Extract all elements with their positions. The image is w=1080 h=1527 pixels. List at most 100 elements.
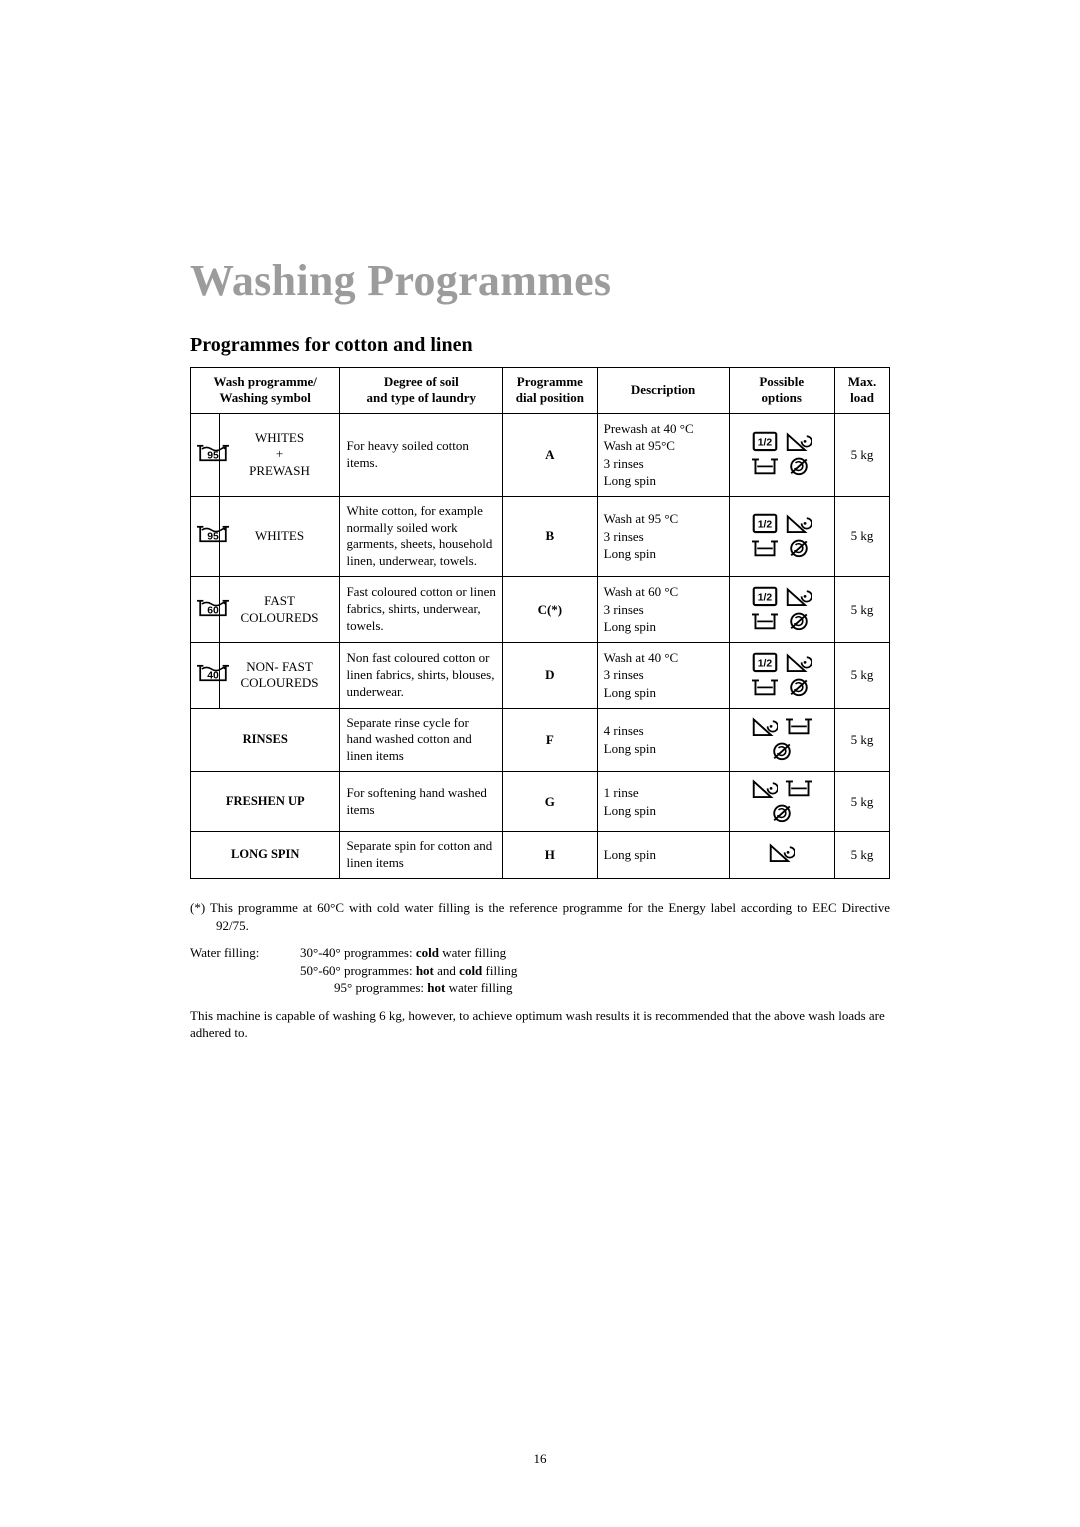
soil-cell: For softening hand washed items [340,772,503,832]
programme-name-cell: WHITES+PREWASH [219,413,340,496]
half-load-icon: 1/2 [752,513,778,535]
max-load-cell: 5 kg [835,496,890,577]
svg-text:95: 95 [207,532,219,543]
table-row: RINSESSeparate rinse cycle for hand wash… [191,708,890,772]
dial-position-cell: C(*) [503,577,598,643]
water-filling-block: Water filling: 30°-40° programmes: cold … [190,944,890,997]
programme-name-cell: FRESHEN UP [191,772,340,832]
th-soil: Degree of soiland type of laundry [340,368,503,414]
table-row: FRESHEN UPFor softening hand washed item… [191,772,890,832]
rinse-hold-icon [752,611,778,633]
no-spin-icon [786,677,812,699]
wash-symbol-icon: 95 [197,522,229,546]
capacity-note: This machine is capable of washing 6 kg,… [190,1007,890,1042]
svg-text:95: 95 [207,450,219,461]
description-cell: 1 rinseLong spin [597,772,729,832]
rinse-hold-icon [786,716,812,738]
wash-symbol-icon: 60 [197,596,229,620]
water-filling-line: 50°-60° programmes: hot and cold filling [300,962,890,980]
th-opts: Possibleoptions [729,368,835,414]
page-number: 16 [0,1451,1080,1467]
half-load-icon: 1/2 [752,652,778,674]
wash-symbol-cell: 95 [191,496,220,577]
water-filling-lines: 30°-40° programmes: cold water filling50… [300,944,890,997]
table-row: 60 FASTCOLOUREDSFast coloured cotton or … [191,577,890,643]
page-title: Washing Programmes [190,255,950,306]
soil-cell: Separate spin for cotton and linen items [340,832,503,879]
spin-speed-icon [752,778,778,800]
soil-cell: White cotton, for example normally soile… [340,496,503,577]
wash-symbol-icon: 95 [197,441,229,465]
wash-symbol-icon: 40 [197,661,229,685]
half-load-icon: 1/2 [752,586,778,608]
options-cell: 1/2 [729,496,835,577]
programmes-table: Wash programme/Washing symbol Degree of … [190,367,890,879]
dial-position-cell: F [503,708,598,772]
footnote-star: (*) This programme at 60°C with cold wat… [190,899,890,934]
max-load-cell: 5 kg [835,708,890,772]
svg-text:1/2: 1/2 [758,658,773,669]
programme-name-cell: LONG SPIN [191,832,340,879]
th-dial: Programmedial position [503,368,598,414]
table-header: Wash programme/Washing symbol Degree of … [191,368,890,414]
th-programme: Wash programme/Washing symbol [191,368,340,414]
th-desc: Description [597,368,729,414]
dial-position-cell: G [503,772,598,832]
dial-position-cell: D [503,642,598,708]
rinse-hold-icon [752,456,778,478]
programme-name-cell: RINSES [191,708,340,772]
spin-speed-icon [752,716,778,738]
svg-text:1/2: 1/2 [758,593,773,604]
max-load-cell: 5 kg [835,642,890,708]
no-spin-icon [786,538,812,560]
description-cell: Wash at 60 °C3 rinsesLong spin [597,577,729,643]
spin-speed-icon [769,842,795,864]
water-filling-line: 30°-40° programmes: cold water filling [300,944,890,962]
programme-name-cell: WHITES [219,496,340,577]
table-row: 40 NON- FASTCOLOUREDSNon fast coloured c… [191,642,890,708]
no-spin-icon [786,611,812,633]
dial-position-cell: A [503,413,598,496]
section-subtitle: Programmes for cotton and linen [190,334,950,357]
description-cell: Prewash at 40 °CWash at 95°C3 rinsesLong… [597,413,729,496]
page: Washing Programmes Programmes for cotton… [0,0,1080,1527]
options-cell: 1/2 [729,577,835,643]
table-row: 95 WHITES+PREWASHFor heavy soiled cotton… [191,413,890,496]
half-load-icon: 1/2 [752,431,778,453]
options-cell: 1/2 [729,642,835,708]
max-load-cell: 5 kg [835,832,890,879]
description-cell: Wash at 40 °C3 rinsesLong spin [597,642,729,708]
wash-symbol-cell: 95 [191,413,220,496]
svg-text:60: 60 [207,605,219,616]
table-row: 95 WHITESWhite cotton, for example norma… [191,496,890,577]
soil-cell: Fast coloured cotton or linen fabrics, s… [340,577,503,643]
soil-cell: For heavy soiled cotton items. [340,413,503,496]
svg-text:40: 40 [207,671,219,682]
options-cell [729,772,835,832]
rinse-hold-icon [752,538,778,560]
no-spin-icon [786,456,812,478]
soil-cell: Separate rinse cycle for hand washed cot… [340,708,503,772]
programme-name-cell: NON- FASTCOLOUREDS [219,642,340,708]
dial-position-cell: B [503,496,598,577]
wash-symbol-cell: 60 [191,577,220,643]
dial-position-cell: H [503,832,598,879]
soil-cell: Non fast coloured cotton or linen fabric… [340,642,503,708]
water-filling-line: 95° programmes: hot water filling [300,979,890,997]
wash-symbol-cell: 40 [191,642,220,708]
max-load-cell: 5 kg [835,772,890,832]
max-load-cell: 5 kg [835,413,890,496]
spin-speed-icon [786,652,812,674]
spin-speed-icon [786,586,812,608]
rinse-hold-icon [752,677,778,699]
options-cell [729,832,835,879]
table-body: 95 WHITES+PREWASHFor heavy soiled cotton… [191,413,890,878]
description-cell: 4 rinsesLong spin [597,708,729,772]
svg-text:1/2: 1/2 [758,520,773,531]
spin-speed-icon [786,431,812,453]
spin-speed-icon [786,513,812,535]
svg-text:1/2: 1/2 [758,438,773,449]
options-cell [729,708,835,772]
programme-name-cell: FASTCOLOUREDS [219,577,340,643]
th-load: Max.load [835,368,890,414]
